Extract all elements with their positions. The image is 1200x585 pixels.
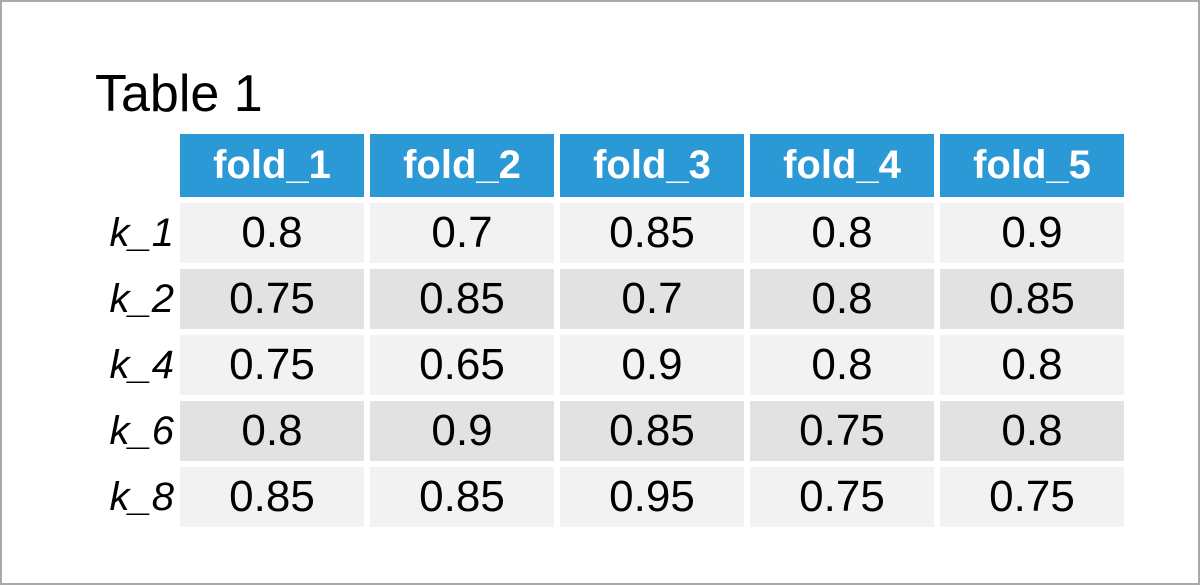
table-cell: 0.8 [180,401,364,461]
table-row: k_6 0.8 0.9 0.85 0.75 0.8 [94,401,1124,461]
table-cell: 0.85 [180,467,364,527]
row-label: k_2 [109,276,175,321]
table-cell: 0.9 [560,335,744,395]
table-cell: 0.7 [370,203,554,263]
table-cell: 0.9 [370,401,554,461]
table-cell: 0.8 [750,269,934,329]
column-header: fold_2 [370,134,554,197]
header-row: fold_1 fold_2 fold_3 fold_4 fold_5 [94,134,1124,197]
table-cell: 0.85 [560,203,744,263]
column-header: fold_4 [750,134,934,197]
table-cell: 0.75 [940,467,1124,527]
table-row: k_2 0.75 0.85 0.7 0.8 0.85 [94,269,1124,329]
table-cell: 0.75 [750,467,934,527]
table-cell: 0.85 [370,467,554,527]
table-row: k_1 0.8 0.7 0.85 0.8 0.9 [94,203,1124,263]
table-cell: 0.8 [750,203,934,263]
table-title: Table 1 [95,65,263,123]
table-cell: 0.75 [750,401,934,461]
table-cell: 0.85 [940,269,1124,329]
table-cell: 0.75 [180,335,364,395]
table-cell: 0.65 [370,335,554,395]
table-cell: 0.8 [750,335,934,395]
table-cell: 0.8 [940,401,1124,461]
row-label: k_1 [109,210,175,255]
table-cell: 0.8 [180,203,364,263]
column-header: fold_1 [180,134,364,197]
table-cell: 0.9 [940,203,1124,263]
table-cell: 0.8 [940,335,1124,395]
row-label: k_8 [109,474,175,519]
table-cell: 0.95 [560,467,744,527]
row-label: k_4 [109,342,175,387]
table-row: k_8 0.85 0.85 0.95 0.75 0.75 [94,467,1124,527]
table-cell: 0.85 [560,401,744,461]
table-cell: 0.75 [180,269,364,329]
table-row: k_4 0.75 0.65 0.9 0.8 0.8 [94,335,1124,395]
cv-scores-table: fold_1 fold_2 fold_3 fold_4 fold_5 k_1 0… [88,128,1130,533]
corner-cell [94,134,174,197]
column-header: fold_5 [940,134,1124,197]
table-cell: 0.7 [560,269,744,329]
table-cell: 0.85 [370,269,554,329]
column-header: fold_3 [560,134,744,197]
row-label: k_6 [109,408,175,453]
